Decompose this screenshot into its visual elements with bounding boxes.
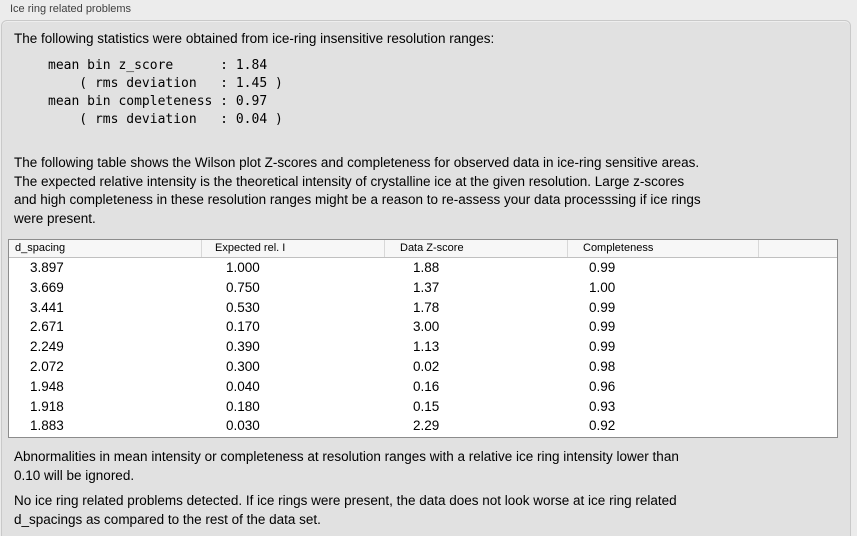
table-cell-filler (758, 416, 837, 436)
table-row[interactable]: 2.249 0.390 1.13 0.99 (9, 337, 837, 357)
table-cell-filler (758, 278, 837, 298)
table-cell: 0.390 (226, 339, 260, 355)
table-cell: 0.98 (589, 358, 616, 374)
table-cell: 1.37 (413, 279, 440, 295)
table-cell: 0.170 (226, 319, 260, 335)
table-cell: 1.000 (226, 260, 260, 275)
column-header-completeness[interactable]: Completeness (567, 240, 758, 257)
table-row[interactable]: 3.441 0.530 1.78 0.99 (9, 298, 837, 318)
table-cell: 0.750 (226, 279, 260, 295)
table-cell: 0.030 (226, 418, 260, 434)
table-cell: 2.249 (30, 339, 64, 355)
table-cell: 1.13 (413, 339, 440, 355)
table-row[interactable]: 2.072 0.300 0.02 0.98 (9, 357, 837, 377)
table-cell: 0.02 (413, 358, 440, 374)
table-cell: 0.16 (413, 378, 440, 394)
table-cell: 1.948 (30, 378, 64, 394)
column-header-d-spacing[interactable]: d_spacing (15, 242, 66, 254)
table-cell: 0.530 (226, 299, 260, 315)
table-cell: 0.99 (589, 299, 616, 315)
table-cell: 0.040 (226, 378, 260, 394)
table-cell: 1.00 (589, 279, 616, 295)
table-row[interactable]: 3.669 0.750 1.37 1.00 (9, 278, 837, 298)
table-cell: 3.441 (30, 299, 64, 315)
table-cell: 0.300 (226, 358, 260, 374)
table-cell: 2.29 (413, 418, 440, 434)
table-cell: 3.897 (30, 260, 64, 275)
table-cell-filler (758, 397, 837, 417)
column-header-data-z-score[interactable]: Data Z-score (384, 240, 567, 257)
ignore-note: Abnormalities in mean intensity or compl… (14, 449, 679, 483)
table-header-row: d_spacing Expected rel. I Data Z-score C… (9, 240, 837, 258)
table-body: 3.897 1.000 1.88 0.99 3.669 0.750 1.37 1.00 3.44… (9, 258, 837, 437)
table-cell: 2.072 (30, 358, 64, 374)
table-cell-filler (758, 377, 837, 397)
table-cell: 3.00 (413, 319, 440, 335)
table-cell: 1.88 (413, 260, 440, 275)
table-cell-filler (758, 337, 837, 357)
table-cell: 0.96 (589, 378, 616, 394)
table-cell-filler (758, 258, 837, 278)
table-cell-filler (758, 317, 837, 337)
table-cell: 1.918 (30, 398, 64, 414)
table-cell: 2.671 (30, 319, 64, 335)
table-row[interactable]: 1.883 0.030 2.29 0.92 (9, 416, 837, 436)
table-cell: 3.669 (30, 279, 64, 295)
table-cell: 0.99 (589, 319, 616, 335)
intro-text: The following statistics were obtained f… (14, 31, 495, 46)
conclusion-note: No ice ring related problems detected. I… (14, 493, 677, 527)
table-cell-filler (758, 298, 837, 318)
column-header-filler (758, 240, 837, 257)
panel-title: Ice ring related problems (10, 3, 132, 15)
table-cell: 0.99 (589, 260, 616, 275)
table-cell: 1.883 (30, 418, 64, 434)
table-row[interactable]: 1.918 0.180 0.15 0.93 (9, 397, 837, 417)
table-cell: 0.15 (413, 398, 440, 414)
table-cell: 1.78 (413, 299, 440, 315)
table-cell: 0.93 (589, 398, 616, 414)
table-cell-filler (758, 357, 837, 377)
panel-group-box: The following statistics were obtained f… (1, 20, 851, 536)
table-cell: 0.180 (226, 398, 260, 414)
table-row[interactable]: 1.948 0.040 0.16 0.96 (9, 377, 837, 397)
table-row[interactable]: 3.897 1.000 1.88 0.99 (9, 258, 837, 278)
ice-ring-table: d_spacing Expected rel. I Data Z-score C… (8, 239, 838, 438)
table-description: The following table shows the Wilson plo… (14, 155, 701, 226)
stats-block: mean bin z_score : 1.84 ( rms deviation … (48, 58, 283, 127)
column-header-expected-rel-i[interactable]: Expected rel. I (201, 240, 384, 257)
table-cell: 0.92 (589, 418, 616, 434)
table-row[interactable]: 2.671 0.170 3.00 0.99 (9, 317, 837, 337)
table-cell: 0.99 (589, 339, 616, 355)
